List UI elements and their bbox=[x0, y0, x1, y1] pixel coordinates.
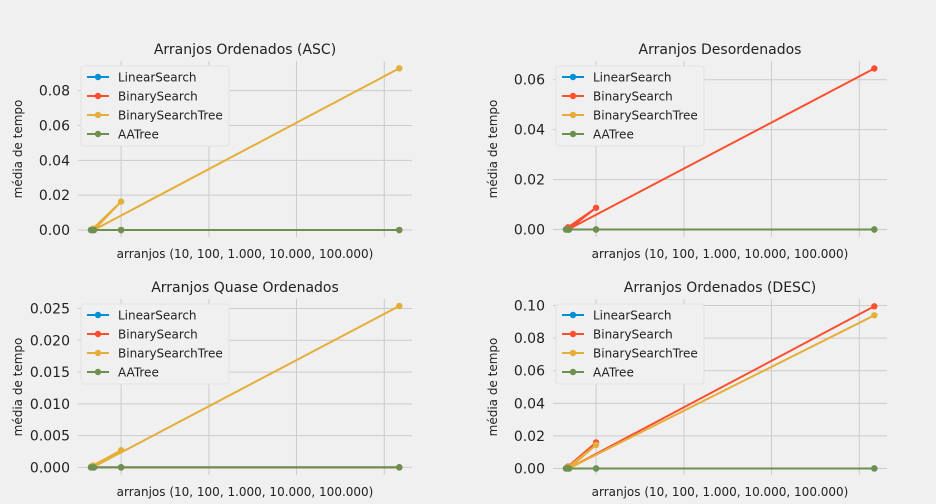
legend-label: BinarySearchTree bbox=[118, 347, 223, 361]
legend-label: LinearSearch bbox=[593, 71, 672, 85]
y-tick-label: 0.10 bbox=[514, 299, 545, 315]
data-point-aatree bbox=[565, 465, 573, 472]
y-tick-label: 0.00 bbox=[39, 223, 70, 239]
data-point-binary-search bbox=[592, 204, 600, 211]
y-axis-label: média de tempo bbox=[11, 100, 25, 199]
chart-title: Arranjos Ordenados (ASC) bbox=[154, 42, 336, 58]
legend-label: BinarySearchTree bbox=[593, 109, 698, 123]
chart-title: Arranjos Ordenados (DESC) bbox=[624, 280, 816, 296]
y-tick-label: 0.000 bbox=[30, 460, 70, 476]
legend-marker bbox=[569, 330, 577, 338]
x-axis-label: arranjos (10, 100, 1.000, 10.000, 100.00… bbox=[592, 485, 849, 499]
data-point-binary-search-tree bbox=[117, 447, 125, 454]
legend-label: BinarySearchTree bbox=[593, 347, 698, 361]
chart-panel-3: 0.000 0.005 0.010 0.015 0.020 0.025 Arranjos Q… bbox=[11, 280, 412, 499]
data-point-aatree bbox=[117, 226, 125, 234]
y-tick-label: 0.02 bbox=[514, 173, 545, 189]
y-tick-label: 0.02 bbox=[514, 429, 545, 445]
data-point-aatree bbox=[592, 226, 600, 233]
legend-marker bbox=[94, 92, 102, 100]
x-axis-label: arranjos (10, 100, 1.000, 10.000, 100.00… bbox=[592, 247, 849, 261]
data-point-binary-search-tree bbox=[396, 65, 403, 72]
data-point-binary-search bbox=[871, 65, 878, 72]
y-axis-label: média de tempo bbox=[11, 338, 25, 437]
legend-marker bbox=[94, 368, 102, 376]
legend-marker bbox=[569, 349, 577, 357]
legend-marker bbox=[569, 311, 577, 319]
legend-marker bbox=[569, 130, 577, 138]
x-axis-label: arranjos (10, 100, 1.000, 10.000, 100.00… bbox=[117, 485, 374, 499]
data-point-aatree bbox=[396, 464, 403, 471]
y-tick-label: 0.02 bbox=[39, 188, 70, 204]
legend-box bbox=[555, 65, 705, 147]
y-tick-label: 0.005 bbox=[30, 429, 70, 445]
legend: LinearSearch BinarySearch BinarySearchTree… bbox=[555, 65, 705, 147]
legend-label: LinearSearch bbox=[593, 309, 672, 323]
data-point-aatree bbox=[90, 464, 98, 471]
data-point-binary-search-tree bbox=[592, 441, 600, 449]
legend-label: BinarySearchTree bbox=[118, 109, 223, 123]
chart-panel-4: 0.00 0.02 0.04 0.06 0.08 0.10 Arranjos Ordenad… bbox=[486, 280, 887, 499]
legend-marker bbox=[569, 92, 577, 100]
y-tick-label: 0.06 bbox=[39, 118, 70, 134]
legend-marker bbox=[569, 73, 577, 81]
y-axis-label: média de tempo bbox=[486, 338, 500, 437]
data-point-binary-search-tree bbox=[117, 198, 125, 205]
legend-marker bbox=[569, 368, 577, 376]
data-point-aatree bbox=[565, 226, 573, 233]
legend: LinearSearch BinarySearch BinarySearchTree… bbox=[80, 65, 230, 147]
y-axis-label: média de tempo bbox=[486, 100, 500, 199]
data-point-aatree bbox=[871, 465, 878, 472]
legend: LinearSearch BinarySearch BinarySearchTree… bbox=[80, 303, 230, 385]
legend-marker bbox=[94, 73, 102, 81]
data-point-aatree bbox=[592, 465, 600, 472]
legend-marker bbox=[94, 349, 102, 357]
y-tick-label: 0.00 bbox=[514, 223, 545, 239]
data-point-aatree bbox=[871, 226, 878, 233]
chart-title: Arranjos Quase Ordenados bbox=[151, 280, 339, 296]
legend-marker bbox=[569, 111, 577, 119]
legend-label: BinarySearch bbox=[118, 328, 198, 342]
legend-marker bbox=[94, 330, 102, 338]
legend-marker bbox=[94, 111, 102, 119]
y-tick-label: 0.020 bbox=[30, 333, 70, 349]
y-tick-label: 0.06 bbox=[514, 73, 545, 89]
legend-box bbox=[555, 303, 705, 385]
legend-label: BinarySearch bbox=[118, 90, 198, 104]
legend-label: AATree bbox=[118, 128, 159, 142]
y-tick-label: 0.04 bbox=[514, 123, 545, 139]
y-tick-label: 0.08 bbox=[514, 331, 545, 347]
legend-box bbox=[80, 303, 230, 385]
y-tick-label: 0.025 bbox=[30, 302, 70, 318]
y-tick-label: 0.015 bbox=[30, 365, 70, 381]
legend-label: LinearSearch bbox=[118, 309, 197, 323]
data-point-aatree bbox=[396, 226, 403, 234]
y-tick-label: 0.010 bbox=[30, 397, 70, 413]
legend-label: LinearSearch bbox=[118, 71, 197, 85]
y-tick-label: 0.06 bbox=[514, 364, 545, 380]
legend-box bbox=[80, 65, 230, 147]
data-point-binary-search bbox=[871, 303, 878, 310]
legend-label: AATree bbox=[118, 366, 159, 380]
legend-marker bbox=[94, 311, 102, 319]
data-point-binary-search-tree bbox=[871, 312, 878, 319]
legend-label: AATree bbox=[593, 366, 634, 380]
chart-title: Arranjos Desordenados bbox=[639, 42, 802, 58]
y-tick-label: 0.04 bbox=[514, 396, 545, 412]
data-point-binary-search-tree bbox=[396, 302, 403, 310]
legend: LinearSearch BinarySearch BinarySearchTree… bbox=[555, 303, 705, 385]
chart-panel-1: 0.00 0.02 0.04 0.06 0.08 Arranjos Ordenados (… bbox=[11, 42, 412, 261]
legend-label: BinarySearch bbox=[593, 90, 673, 104]
x-axis-label: arranjos (10, 100, 1.000, 10.000, 100.00… bbox=[117, 247, 374, 261]
data-point-aatree bbox=[90, 226, 98, 234]
legend-label: AATree bbox=[593, 128, 634, 142]
legend-marker bbox=[94, 130, 102, 138]
data-point-aatree bbox=[117, 464, 125, 471]
legend-label: BinarySearch bbox=[593, 328, 673, 342]
chart-panel-2: 0.00 0.02 0.04 0.06 Arranjos Desordenados arr… bbox=[486, 42, 887, 261]
y-tick-label: 0.04 bbox=[39, 153, 70, 169]
y-tick-label: 0.00 bbox=[514, 461, 545, 477]
y-tick-label: 0.08 bbox=[39, 84, 70, 100]
